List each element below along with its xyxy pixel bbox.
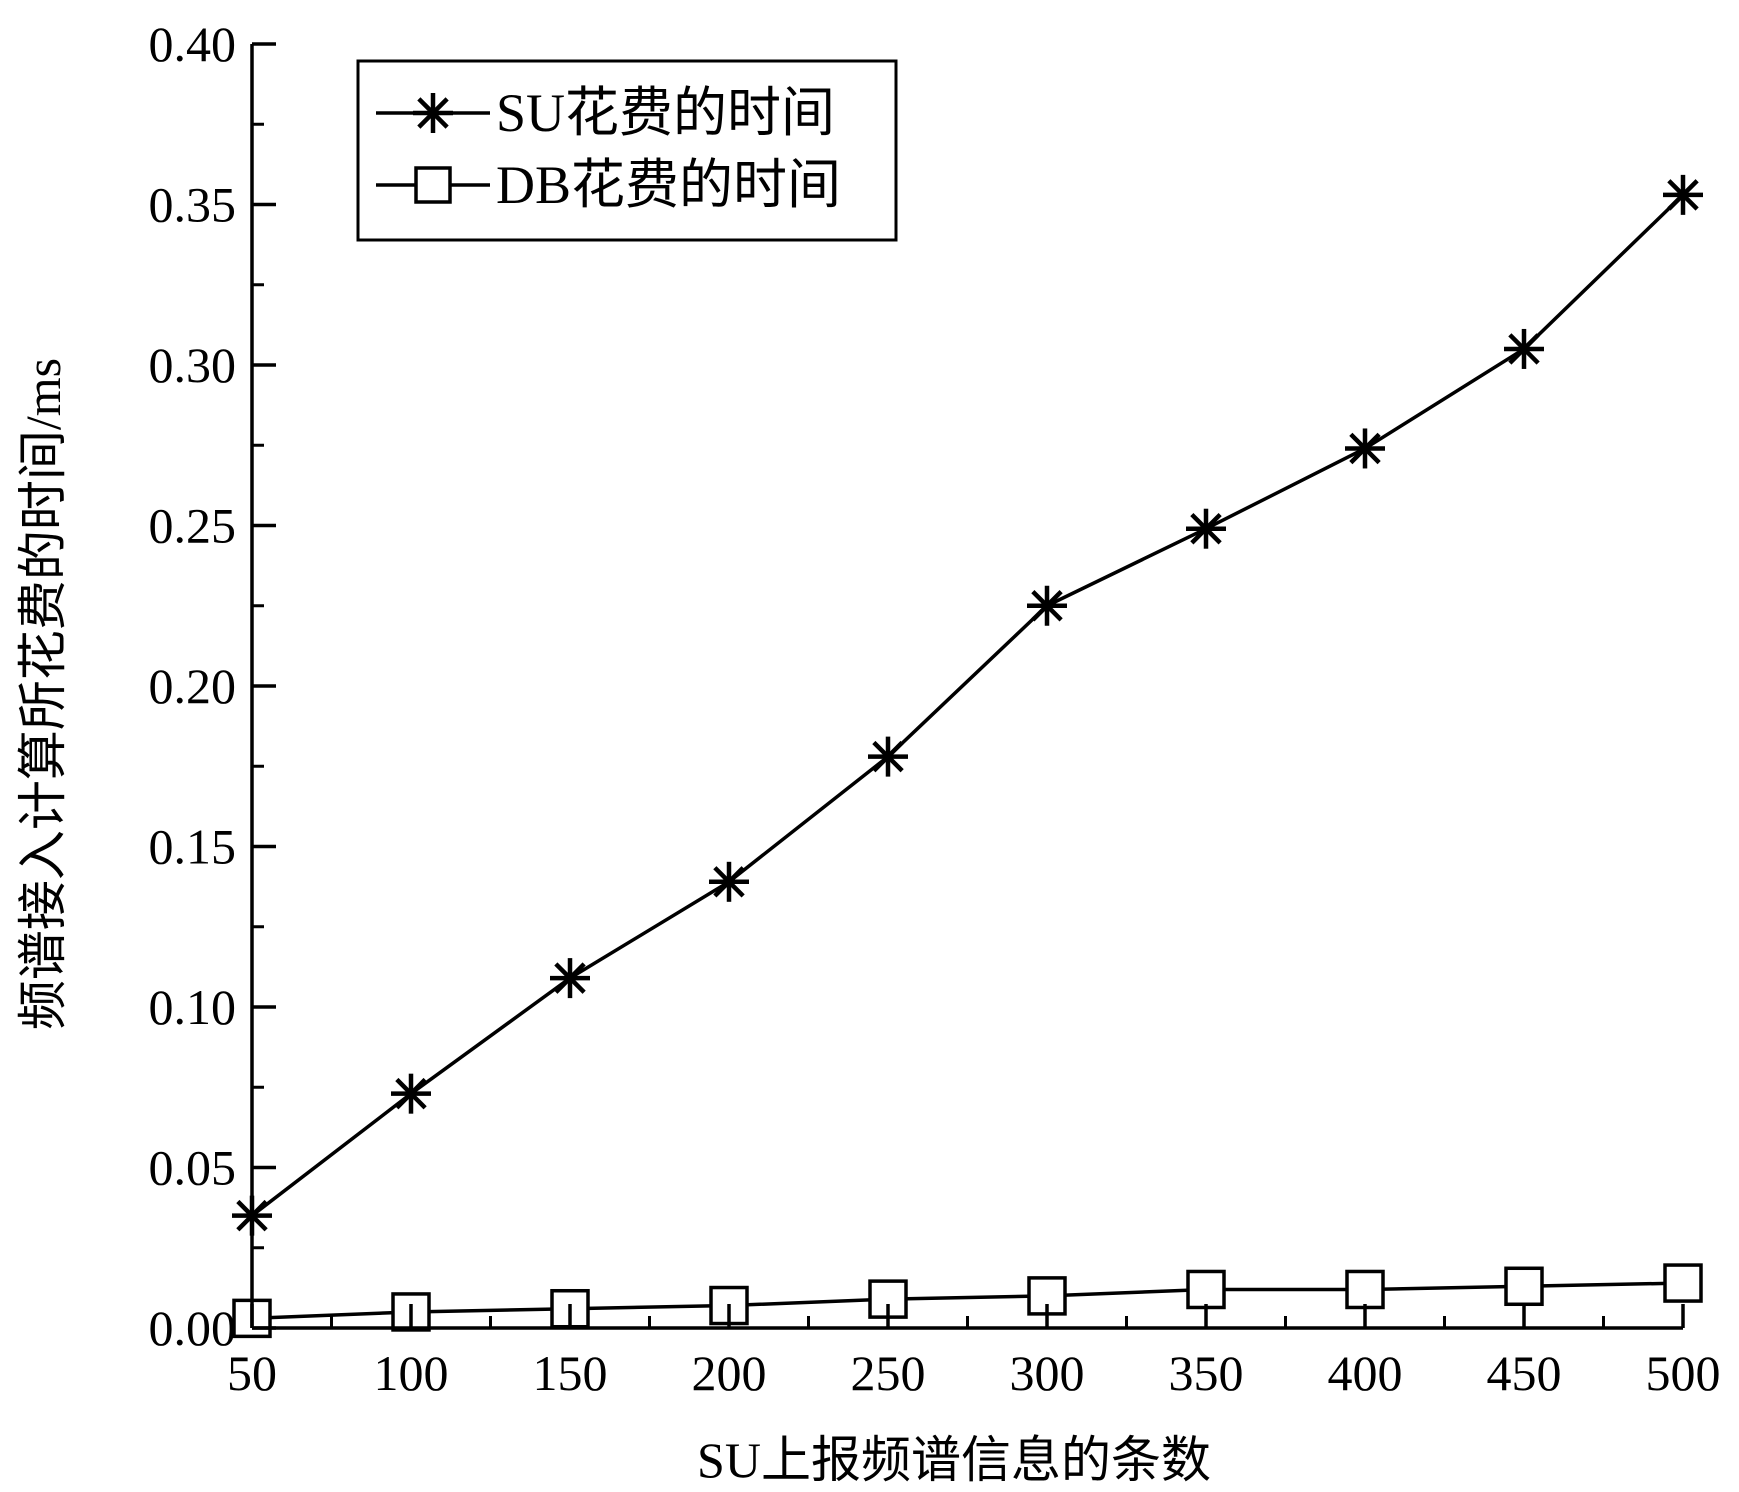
y-tick-label-5: 0.25	[149, 498, 237, 554]
legend-asterisk	[413, 93, 453, 133]
series-0-point-3	[709, 861, 749, 902]
legend-square	[414, 166, 452, 204]
legend-box	[356, 59, 898, 242]
series-0-point-4	[868, 736, 908, 777]
y-tick-label-0: 0.00	[149, 1300, 237, 1356]
legend-label-su: SU花费的时间	[496, 83, 835, 143]
x-tick-label-4: 250	[851, 1345, 926, 1401]
series-line-1	[251, 1281, 1684, 1321]
plot-area	[232, 174, 1703, 1339]
y-tick-label-3: 0.15	[149, 819, 237, 875]
y-tick-label-4: 0.20	[149, 658, 237, 714]
x-tick-label-7: 400	[1328, 1345, 1403, 1401]
series-1-point-7	[1345, 1269, 1385, 1310]
y-tick-label-7: 0.35	[149, 177, 237, 233]
x-tick-label-3: 200	[692, 1345, 767, 1401]
series-line-0	[250, 193, 1685, 1218]
x-tick-label-6: 350	[1169, 1345, 1244, 1401]
x-tick-label-9: 500	[1646, 1345, 1721, 1401]
series-0-point-5	[1027, 585, 1067, 626]
series-0-point-6	[1186, 508, 1226, 549]
series-0-point-2	[550, 958, 590, 999]
y-axis-title: 频谱接入计算所花费的时间/ms	[15, 358, 71, 1030]
legend: SU花费的时间 DB花费的时间	[356, 59, 898, 242]
axes: 0.00 0.05 0.10 0.15 0.20 0.25 0.30 0.35 0.40 50 10…	[149, 16, 1721, 1401]
series-0-point-9	[1663, 174, 1703, 215]
x-tick-label-2: 150	[533, 1345, 608, 1401]
x-tick-label-5: 300	[1010, 1345, 1085, 1401]
series-0-point-7	[1345, 428, 1385, 469]
series-0-point-1	[391, 1073, 431, 1114]
x-tick-label-0: 50	[227, 1345, 277, 1401]
legend-marker-su	[413, 93, 453, 133]
series-1-point-8	[1504, 1266, 1544, 1307]
y-tick-label-6: 0.30	[149, 337, 237, 393]
legend-marker-db	[414, 166, 452, 204]
x-axis-title: SU上报频谱信息的条数	[697, 1432, 1211, 1488]
series-1-point-9	[1663, 1263, 1703, 1303]
y-tick-label-1: 0.05	[149, 1140, 237, 1196]
x-tick-label-1: 100	[374, 1345, 449, 1401]
legend-label-db: DB花费的时间	[496, 155, 841, 215]
x-tick-label-8: 450	[1487, 1345, 1562, 1401]
y-tick-label-8: 0.40	[149, 16, 237, 72]
series-0-point-8	[1504, 328, 1544, 369]
series-1-point-6	[1186, 1269, 1226, 1310]
y-tick-label-2: 0.10	[149, 979, 237, 1035]
